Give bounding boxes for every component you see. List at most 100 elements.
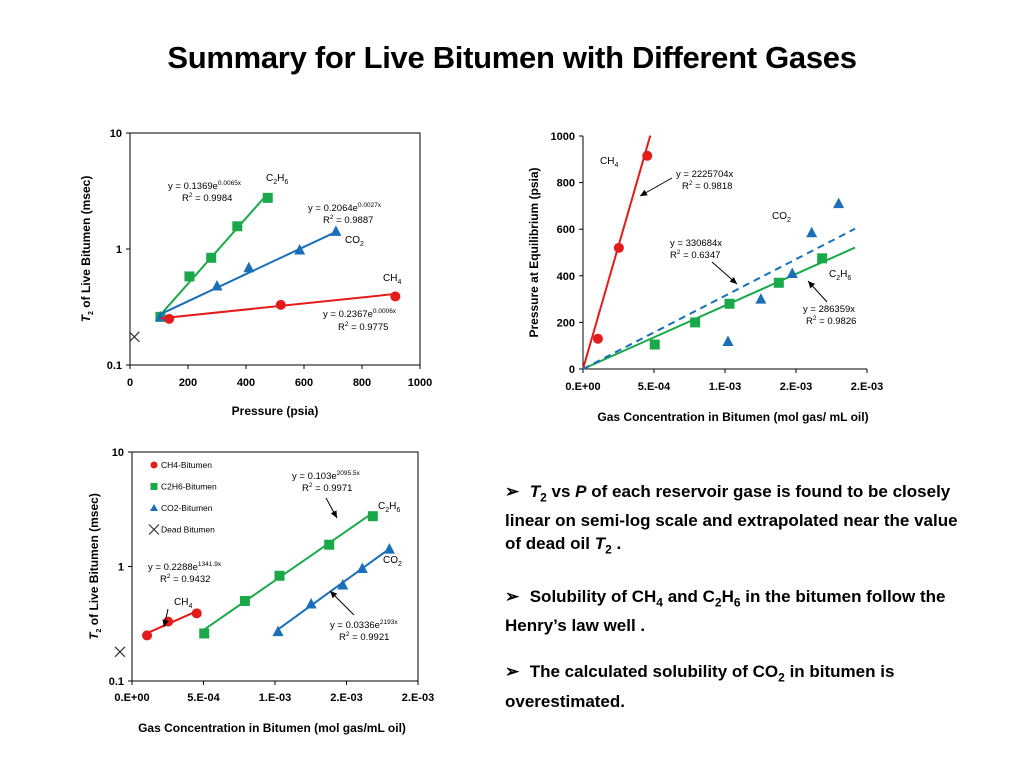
summary-bullet: ➢ T2 vs P of each reservoir gase is foun… [505,480,960,562]
data-point-co2 [294,244,306,255]
label-text: C [266,173,273,184]
trendline-co2 [160,231,337,316]
y-tick-label: 10 [112,447,124,459]
x-tick-label: 2.E-03 [330,692,362,704]
label-text: CO [345,235,360,246]
subscript: 2 [787,217,791,224]
summary-bullet: ➢ Solubility of CH4 and C2H6 in the bitu… [505,585,960,637]
bullet-text: T [529,482,541,501]
equation-exponent: 1341.9x [198,561,222,568]
gas-label-c2h6: C2H6 [829,269,851,282]
y-axis-label: T2 of Live Bitumen (msec) [87,493,103,640]
r-squared-label: R2 = 0.6347 [670,249,720,261]
r-squared-exponent: 2 [345,321,349,328]
x-tick-label: 800 [353,377,371,389]
bullet-text: 2 [540,490,547,505]
x-tick-label: 0.E+00 [114,692,149,704]
bullet-text: and C [662,586,715,606]
y-tick-label: 0.1 [107,360,122,372]
dead-marker-stroke [128,331,140,343]
r-squared-text: R [160,574,167,585]
equation-label: y = 2225704x [676,169,734,180]
label-text: CO [383,555,398,566]
r-squared-label: R2 = 0.9432 [160,573,210,585]
subscript: 2 [398,561,402,568]
legend-marker [150,483,158,490]
x-tick-label: 2.E-03 [402,692,434,704]
legend-marker [150,504,158,511]
bullet-text: 4 [656,595,663,610]
data-point [324,539,335,550]
data-point-c2h6 [773,277,784,288]
arrow-head [330,591,338,599]
equation-label: y = 0.1369e0.0065x [168,180,242,192]
y-label-rest: of Live Bitumen (msec) [87,493,101,628]
data-point [305,598,317,609]
y-label-italic: T [87,631,101,640]
data-point [337,578,349,590]
r-squared-value: = 0.9984 [193,193,233,204]
gas-label-ch4: CH4 [600,156,618,169]
bullet-text: P [575,482,587,501]
y-label-subscript: 2 [88,311,95,315]
trendline-co2 [582,227,856,370]
data-point-c2h6 [206,252,217,263]
r-squared-label: R2 = 0.9818 [682,180,732,192]
equation-exponent: 0.0065x [218,180,242,187]
legend-marker [150,461,158,469]
y-label-rest: of Live Bitumen (msec) [79,176,93,311]
gas-label-co2: CO2 [772,211,791,224]
r-squared-exponent: 2 [689,180,693,187]
data-point [356,562,368,574]
r-squared-value: = 0.9432 [171,574,211,585]
label-text: CH [174,597,188,608]
x-axis-label: Gas Concentration in Bitumen (mol gas/mL… [138,721,406,735]
label-text: CH [383,273,397,284]
r-squared-value: = 0.9921 [350,632,390,643]
bullet-text: . [611,534,622,554]
bullet-text: Solubility of CH [525,586,657,606]
r-squared-value: = 0.9826 [817,316,857,327]
legend-label: CH4-Bitumen [161,460,212,470]
data-point-co2 [722,335,734,347]
x-tick-label: 400 [237,377,255,389]
bullet-text: 2 [714,595,722,610]
r-squared-text: R [682,181,689,192]
r-squared-text: R [302,483,309,494]
gas-label-c2h6: C2H6 [266,173,288,186]
data-point [383,543,395,554]
r-squared-text: R [338,322,345,333]
equation-text: y = 0.0336e [330,620,380,631]
bullet-arrow-icon: ➢ [505,662,520,682]
slide-title: Summary for Live Bitumen with Different … [167,40,857,75]
legend-item: CO2-Bitumen [150,503,213,513]
arrow-head [729,276,737,284]
equation-label: y = 286359x [803,304,855,315]
y-tick-label: 800 [557,178,575,190]
x-tick-label: 2.E-03 [851,381,883,393]
data-point-c2h6 [232,221,243,232]
equation-text: y = 0.2288e [148,562,198,573]
data-point [114,646,126,658]
bullet-arrow-icon: ➢ [505,482,520,501]
r-squared-exponent: 2 [813,315,817,322]
gas-label-ch4: CH4 [383,273,401,286]
data-point-ch4 [164,313,175,324]
r-squared-text: R [806,316,813,327]
trendline [277,547,390,631]
data-point [274,570,285,581]
x-tick-label: 0.E+00 [565,381,600,393]
r-squared-exponent: 2 [167,573,171,580]
data-point-dead [128,331,140,343]
summary-bullets: ➢ T2 vs P of each reservoir gase is foun… [505,480,960,736]
arrow-head [330,510,337,518]
x-tick-label: 600 [295,377,313,389]
dead-marker-stroke [148,524,160,535]
equation-label: y = 0.2064e0.0027x [308,202,382,214]
data-point-c2h6 [724,298,735,309]
bullet-text: 6 [733,595,741,610]
legend-label: Dead Bitumen [161,525,215,535]
